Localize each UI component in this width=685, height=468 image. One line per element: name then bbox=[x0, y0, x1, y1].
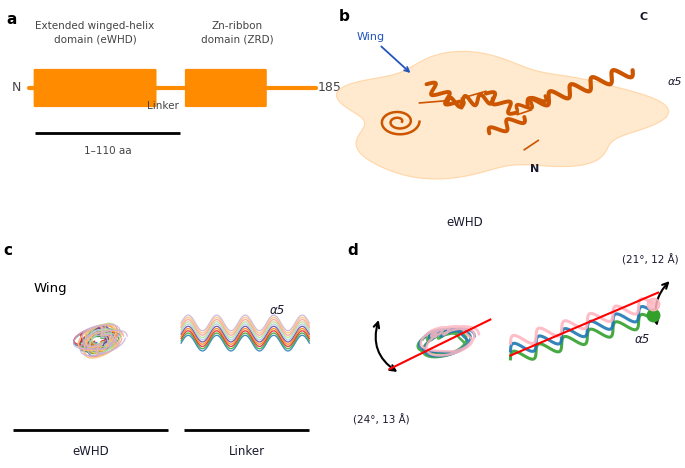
Text: domain (ZRD): domain (ZRD) bbox=[201, 34, 273, 44]
Text: domain (eWHD): domain (eWHD) bbox=[53, 34, 136, 44]
Polygon shape bbox=[336, 51, 669, 179]
FancyBboxPatch shape bbox=[185, 69, 267, 107]
Text: C: C bbox=[639, 12, 647, 22]
Text: b: b bbox=[339, 9, 350, 24]
Text: Wing: Wing bbox=[33, 282, 66, 294]
Text: N: N bbox=[530, 164, 539, 174]
Text: Linker: Linker bbox=[229, 446, 265, 458]
Text: Linker: Linker bbox=[147, 102, 179, 111]
Text: a: a bbox=[6, 12, 16, 27]
Text: Zn-ribbon: Zn-ribbon bbox=[211, 21, 262, 30]
Text: 1–110 aa: 1–110 aa bbox=[84, 146, 132, 156]
Text: (24°, 13 Å): (24°, 13 Å) bbox=[353, 414, 410, 425]
Text: eWHD: eWHD bbox=[73, 446, 109, 458]
Text: eWHD: eWHD bbox=[447, 216, 484, 229]
Text: Extended winged-helix: Extended winged-helix bbox=[36, 21, 155, 30]
Text: (21°, 12 Å): (21°, 12 Å) bbox=[622, 255, 678, 266]
Text: α5: α5 bbox=[667, 77, 682, 87]
Text: N: N bbox=[12, 81, 21, 95]
Text: 185: 185 bbox=[317, 81, 341, 95]
Text: d: d bbox=[348, 243, 358, 258]
FancyBboxPatch shape bbox=[34, 69, 156, 107]
Text: c: c bbox=[3, 243, 12, 258]
Text: α5: α5 bbox=[270, 304, 285, 317]
Text: Wing: Wing bbox=[357, 32, 409, 72]
Text: α5: α5 bbox=[634, 333, 650, 346]
